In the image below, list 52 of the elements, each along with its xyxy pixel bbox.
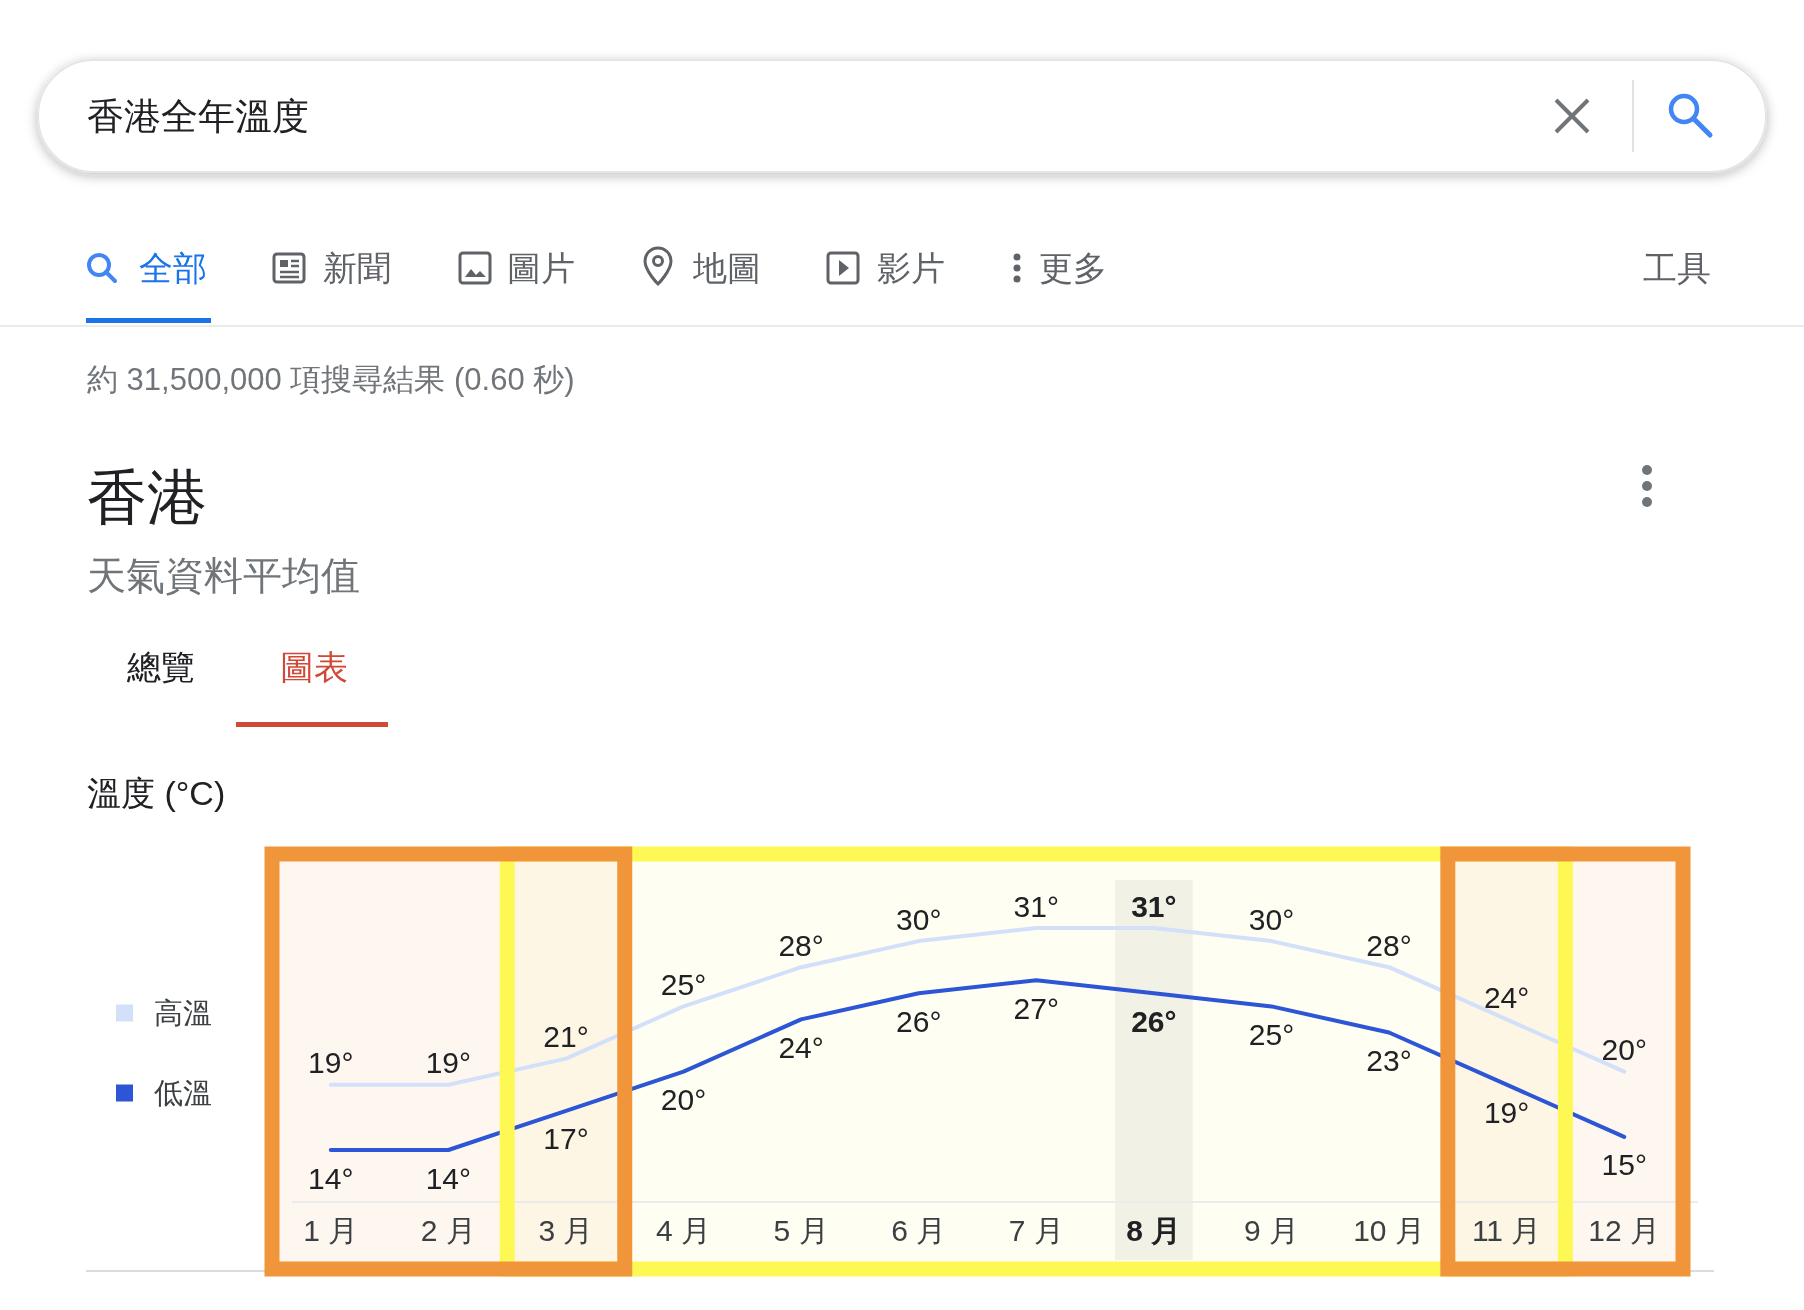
- data-label: 25°: [1248, 1017, 1295, 1051]
- data-label: 31°: [1131, 889, 1177, 923]
- data-label: 28°: [1366, 928, 1412, 962]
- data-label: 19°: [425, 1046, 472, 1080]
- text: 工具: [1643, 249, 1711, 287]
- data-label: 14°: [425, 1161, 472, 1195]
- data-label: 19°: [308, 1046, 354, 1080]
- data-label: 15°: [1601, 1148, 1647, 1182]
- x-tick-label: 5 月: [773, 1213, 829, 1247]
- x-tick-label: 10 月: [1353, 1213, 1425, 1247]
- x-tick-label: 6 月: [891, 1213, 947, 1247]
- text: 地圖: [692, 249, 761, 287]
- x-tick-label: 1 月: [303, 1213, 359, 1247]
- data-label: 30°: [896, 902, 942, 936]
- x-tick-label: 3 月: [538, 1213, 594, 1247]
- data-label: 30°: [1248, 902, 1295, 936]
- text: 新聞: [323, 249, 391, 287]
- x-tick-label: 7 月: [1008, 1213, 1064, 1247]
- legend-label: 高溫: [154, 997, 212, 1029]
- text: 全部: [139, 249, 207, 287]
- chart-title: 香港: [87, 463, 207, 531]
- data-label: 14°: [308, 1161, 354, 1195]
- data-label: 25°: [660, 967, 707, 1001]
- text: 圖表: [280, 648, 348, 686]
- x-tick-label: 2 月: [420, 1213, 476, 1247]
- data-label: 23°: [1366, 1043, 1412, 1077]
- text: 圖片: [507, 249, 575, 287]
- y-axis-title: 溫度 (°C): [87, 774, 226, 812]
- chart-subtitle: 天氣資料平均值: [87, 553, 360, 597]
- data-label: 28°: [778, 928, 824, 962]
- data-label: 31°: [1013, 889, 1059, 923]
- x-tick-label: 12 月: [1588, 1213, 1661, 1247]
- legend-label: 低溫: [154, 1077, 212, 1109]
- data-label: 20°: [660, 1083, 707, 1117]
- text: 約 31,500,000 項搜尋結果 (0.60 秒): [87, 361, 575, 397]
- data-label: 19°: [1483, 1096, 1530, 1130]
- x-tick-label: 8 月: [1126, 1213, 1182, 1247]
- data-label: 17°: [543, 1122, 589, 1156]
- text: 香港全年溫度: [87, 95, 309, 137]
- data-label: 24°: [778, 1030, 824, 1064]
- x-tick-label: 11 月: [1471, 1213, 1542, 1247]
- text: 影片: [877, 249, 945, 287]
- text: 更多: [1039, 249, 1107, 287]
- x-tick-label: 9 月: [1243, 1213, 1299, 1247]
- data-label: 26°: [1131, 1004, 1177, 1038]
- data-label: 21°: [543, 1020, 589, 1054]
- data-label: 24°: [1483, 980, 1530, 1014]
- x-tick-label: 4 月: [656, 1213, 712, 1247]
- text: 總覽: [126, 648, 195, 686]
- data-label: 20°: [1601, 1033, 1647, 1067]
- data-label: 26°: [896, 1004, 942, 1038]
- data-label: 27°: [1013, 991, 1059, 1025]
